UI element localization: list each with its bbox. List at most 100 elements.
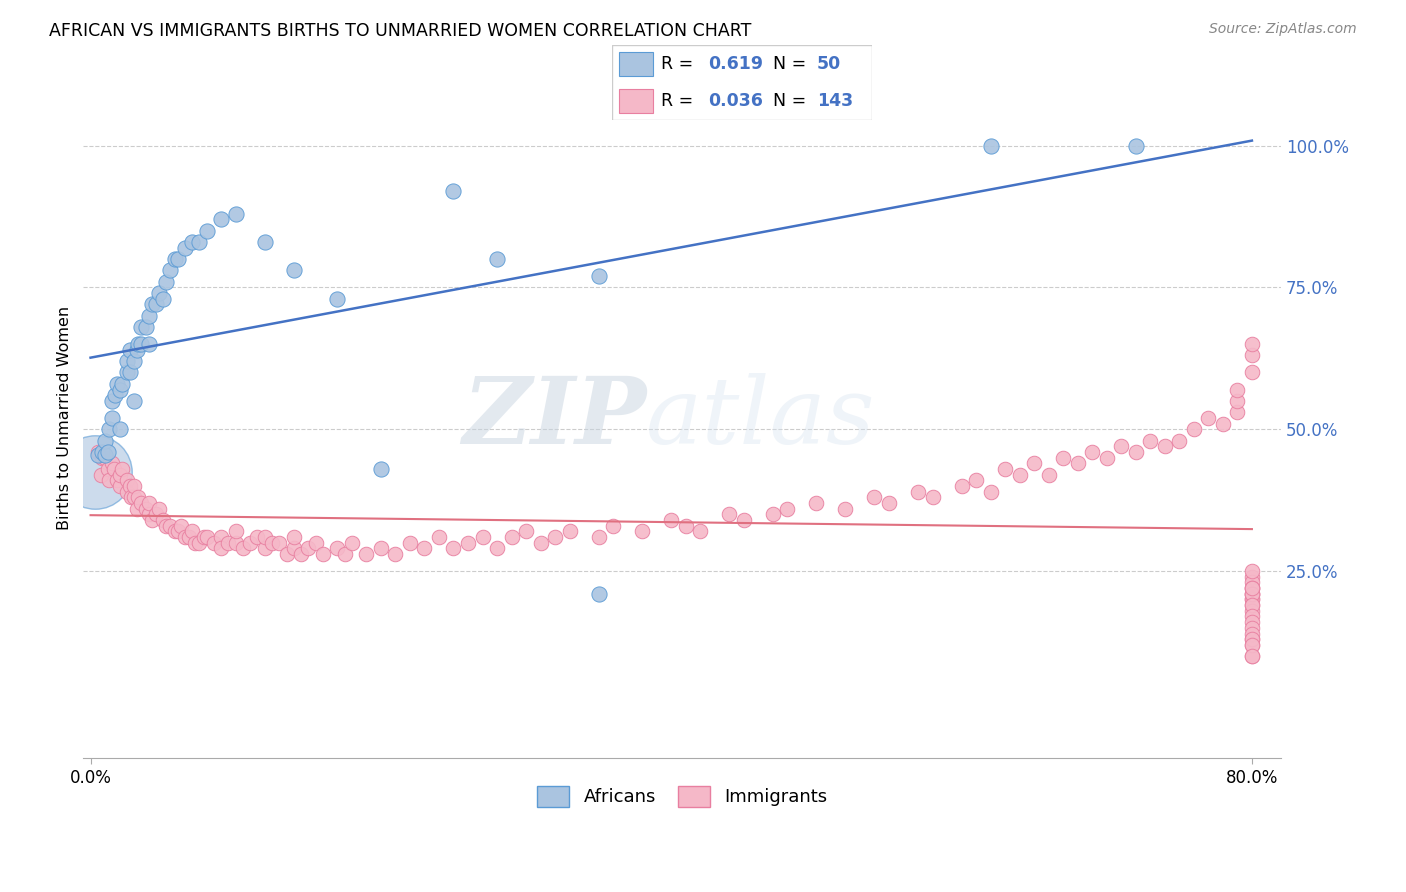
Point xyxy=(863,491,886,505)
Point xyxy=(225,206,247,220)
Point xyxy=(118,343,141,357)
Point xyxy=(108,383,131,397)
Text: AFRICAN VS IMMIGRANTS BIRTHS TO UNMARRIED WOMEN CORRELATION CHART: AFRICAN VS IMMIGRANTS BIRTHS TO UNMARRIE… xyxy=(49,22,752,40)
Point xyxy=(163,524,186,539)
Point xyxy=(188,535,211,549)
Point xyxy=(105,473,128,487)
Point xyxy=(588,530,610,544)
Point xyxy=(111,462,134,476)
Point xyxy=(1081,445,1104,459)
Text: atlas: atlas xyxy=(647,373,876,463)
Point xyxy=(762,508,785,522)
Point xyxy=(1024,456,1046,470)
Point xyxy=(413,541,436,556)
Point xyxy=(138,496,160,510)
Point xyxy=(131,320,153,334)
Point xyxy=(103,462,125,476)
Point xyxy=(118,479,141,493)
Point xyxy=(87,448,110,462)
Point xyxy=(98,422,121,436)
Point xyxy=(91,445,114,459)
Point xyxy=(108,467,131,482)
Point xyxy=(127,491,149,505)
Point xyxy=(326,292,349,306)
Text: Source: ZipAtlas.com: Source: ZipAtlas.com xyxy=(1209,22,1357,37)
Point xyxy=(105,376,128,391)
Point xyxy=(1197,410,1219,425)
Point xyxy=(994,462,1017,476)
Point xyxy=(260,535,283,549)
Point xyxy=(427,530,450,544)
Point xyxy=(131,337,153,351)
Point xyxy=(283,541,305,556)
Point xyxy=(174,530,197,544)
Legend: Africans, Immigrants: Africans, Immigrants xyxy=(530,779,835,814)
Point xyxy=(122,479,145,493)
Point xyxy=(457,535,479,549)
Point xyxy=(253,530,276,544)
Point xyxy=(907,484,929,499)
Point xyxy=(195,224,218,238)
Point xyxy=(97,462,120,476)
Point xyxy=(104,388,127,402)
Point xyxy=(471,530,494,544)
Point xyxy=(1125,138,1147,153)
Point xyxy=(122,354,145,368)
Point xyxy=(1240,626,1263,640)
Point xyxy=(1067,456,1090,470)
Point xyxy=(544,530,567,544)
Point xyxy=(312,547,335,561)
Point xyxy=(515,524,537,539)
Point xyxy=(333,547,356,561)
Point xyxy=(225,524,247,539)
Point xyxy=(152,513,174,527)
Point xyxy=(269,535,291,549)
Point xyxy=(1226,383,1249,397)
Point xyxy=(138,508,160,522)
Point xyxy=(111,376,134,391)
Point xyxy=(1240,587,1263,601)
Point xyxy=(1240,581,1263,595)
Text: 143: 143 xyxy=(817,92,853,110)
Point xyxy=(135,501,157,516)
Point xyxy=(115,484,138,499)
Point xyxy=(1226,405,1249,419)
Bar xyxy=(620,88,654,112)
Point xyxy=(94,448,117,462)
Text: 0.619: 0.619 xyxy=(707,55,763,73)
Point xyxy=(1240,615,1263,629)
Point xyxy=(529,535,551,549)
Point xyxy=(193,530,215,544)
Point xyxy=(120,491,142,505)
Point xyxy=(174,241,197,255)
Point xyxy=(980,484,1002,499)
Point xyxy=(166,252,188,266)
Point xyxy=(1240,621,1263,635)
Point xyxy=(283,530,305,544)
Point xyxy=(1240,649,1263,664)
Point xyxy=(1125,445,1147,459)
Point xyxy=(101,393,124,408)
Point xyxy=(1153,439,1175,453)
Point xyxy=(253,541,276,556)
Point xyxy=(94,434,117,448)
Point xyxy=(1240,570,1263,584)
Point xyxy=(718,508,741,522)
Point xyxy=(965,473,987,487)
Point xyxy=(501,530,523,544)
Point xyxy=(155,518,177,533)
Point xyxy=(733,513,755,527)
Point xyxy=(631,524,654,539)
Text: N =: N = xyxy=(773,55,811,73)
Point xyxy=(148,501,170,516)
Point xyxy=(1109,439,1132,453)
Point xyxy=(1240,592,1263,607)
Point xyxy=(138,309,160,323)
Point xyxy=(83,465,105,479)
Point xyxy=(239,535,262,549)
Point xyxy=(141,513,163,527)
Point xyxy=(115,366,138,380)
Text: N =: N = xyxy=(773,92,811,110)
Point xyxy=(1038,467,1060,482)
Point xyxy=(283,263,305,277)
